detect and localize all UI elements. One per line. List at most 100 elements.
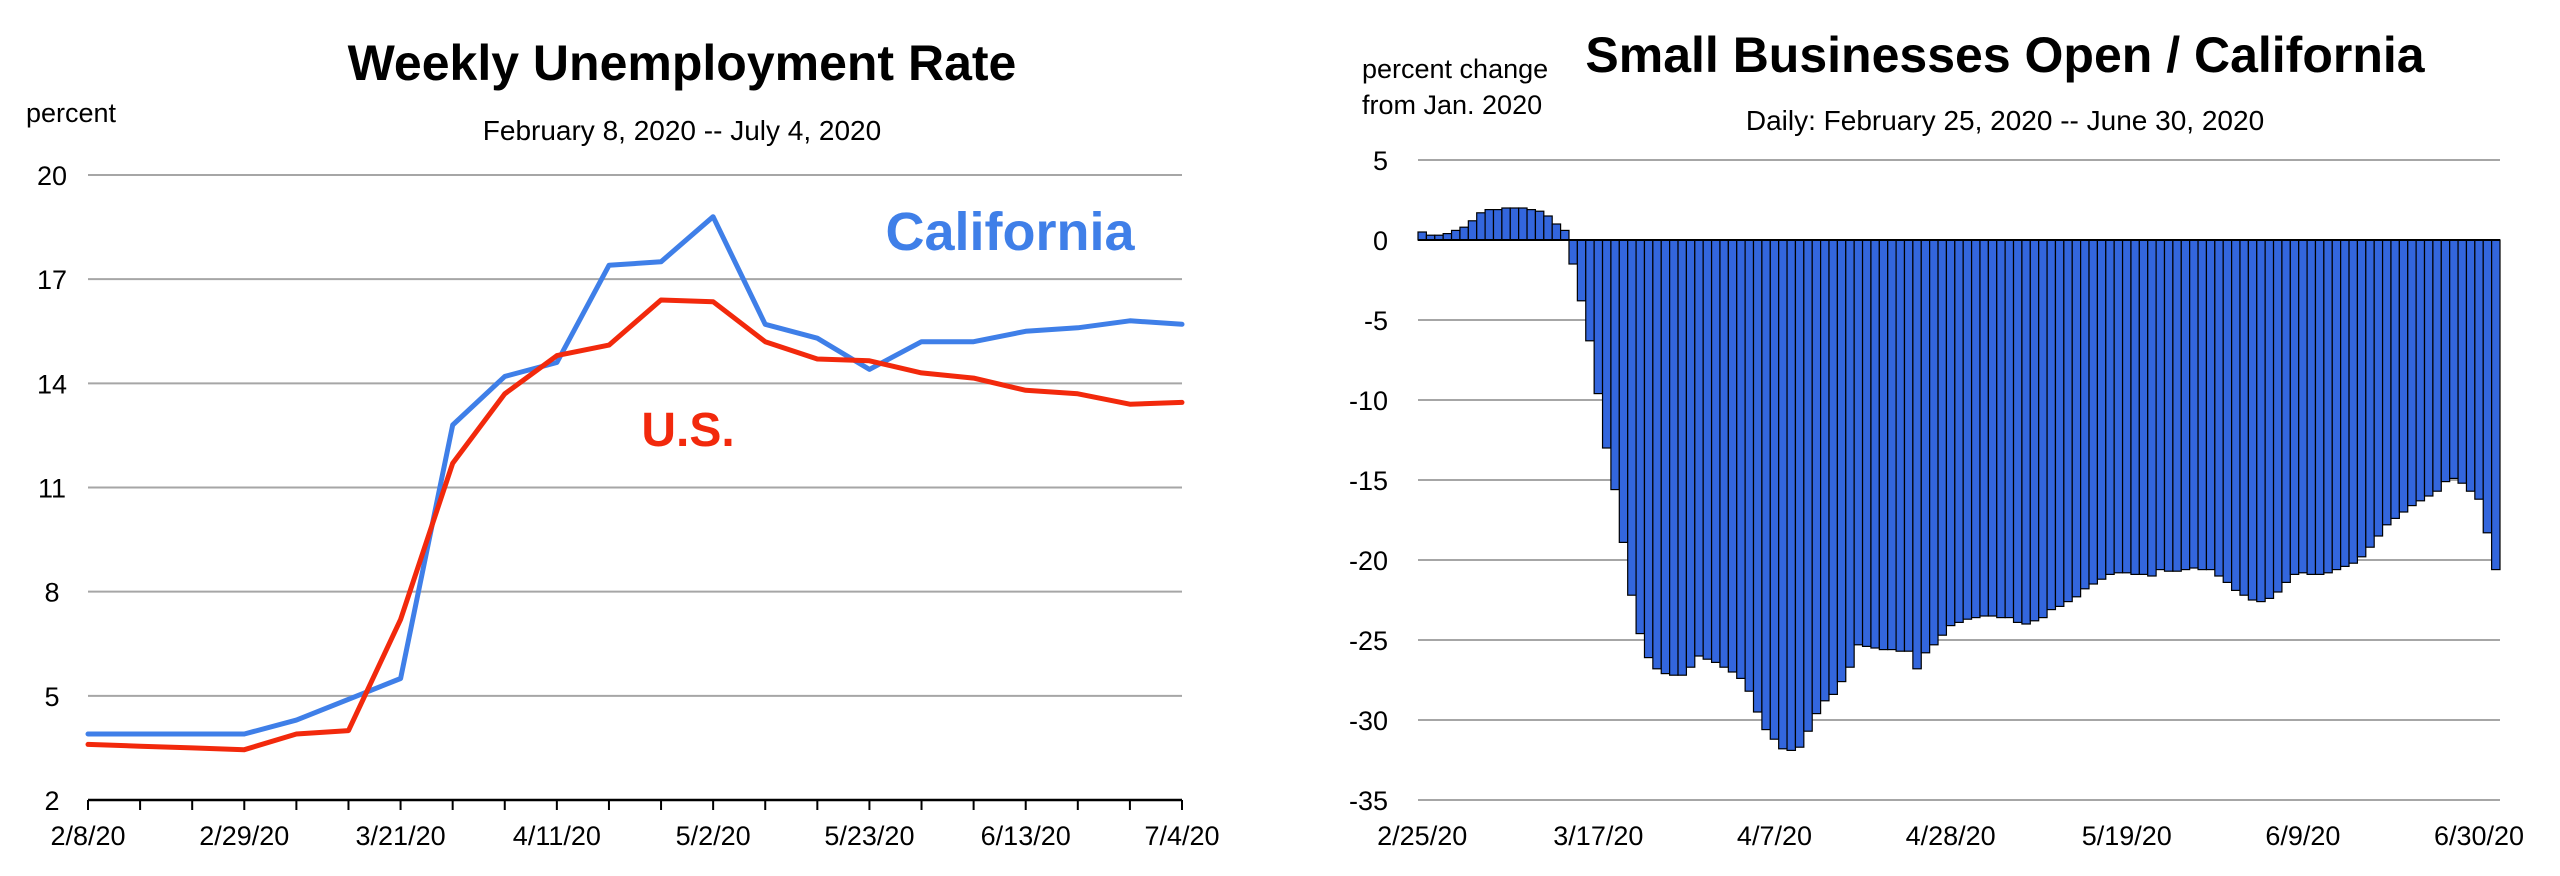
- unemployment-gridlines: [88, 174, 1182, 802]
- unemployment-y-tick-label: 20: [37, 161, 67, 191]
- small-business-bar: [1912, 239, 1922, 670]
- small-business-bar: [2071, 239, 2082, 598]
- small-business-bar: [1954, 239, 1964, 623]
- small-business-bar: [1652, 239, 1662, 670]
- california-series-label: California: [885, 202, 1135, 262]
- small-business-bar: [2407, 239, 2417, 507]
- small-business-chart-title: Small Businesses Open / California: [1585, 27, 2425, 83]
- us-line: [85, 297, 1185, 753]
- small-business-bar: [1492, 209, 1503, 241]
- small-business-bar: [1937, 239, 1948, 636]
- small-business-bar: [1920, 239, 1931, 654]
- small-business-bar: [1752, 239, 1763, 713]
- small-business-bar: [2029, 239, 2040, 622]
- small-business-bar: [1685, 239, 1696, 668]
- unemployment-x-tick-label: 7/4/20: [1144, 821, 1219, 851]
- small-business-bar: [2423, 239, 2434, 497]
- small-business-bar: [2063, 239, 2073, 603]
- small-business-bar: [1467, 220, 1478, 241]
- small-business-x-tick-label: 3/17/20: [1553, 821, 1643, 851]
- small-business-bar: [2147, 239, 2157, 577]
- small-business-y-ticks: 5 0 -5 -10 -15 -20 -25 -30 -35: [1349, 146, 1388, 816]
- unemployment-x-ticks: 2/8/20 2/29/20 3/21/20 4/11/20 5/2/20 5/23/20…: [50, 800, 1220, 851]
- small-business-bar: [2256, 239, 2266, 603]
- small-business-bar: [2482, 239, 2493, 534]
- small-business-bar: [1778, 239, 1788, 750]
- unemployment-chart: Weekly Unemployment Rate February 8, 202…: [26, 35, 1220, 851]
- small-business-bar: [1845, 239, 1855, 668]
- small-business-bar: [1970, 239, 1981, 619]
- small-business-bar: [1476, 212, 1486, 241]
- small-business-bar: [2130, 239, 2140, 575]
- small-business-bar: [2113, 239, 2124, 574]
- small-business-bar: [1677, 239, 1688, 676]
- small-business-bar: [2054, 239, 2065, 607]
- small-business-bar: [2088, 239, 2099, 585]
- small-business-bar: [1861, 239, 1872, 647]
- small-business-bar: [2314, 239, 2325, 575]
- small-business-bar: [2239, 239, 2249, 596]
- small-business-bar: [1450, 229, 1461, 241]
- small-business-bar: [1643, 239, 1654, 659]
- small-business-bar: [2247, 239, 2258, 601]
- small-business-bar: [2021, 239, 2031, 625]
- small-business-ylabel-line2: from Jan. 2020: [1362, 90, 1542, 120]
- small-business-x-tick-label: 2/25/20: [1377, 821, 1467, 851]
- small-business-bar: [1593, 239, 1604, 395]
- california-line: [85, 214, 1185, 737]
- small-business-bar: [1761, 239, 1771, 731]
- small-business-bar: [1736, 239, 1746, 679]
- small-business-bar: [2189, 239, 2199, 569]
- small-business-y-tick-label: 5: [1373, 146, 1388, 176]
- small-business-bar: [1853, 239, 1864, 646]
- unemployment-x-tick-label: 6/13/20: [981, 821, 1071, 851]
- small-business-bar: [2465, 239, 2476, 492]
- small-business-bar: [1585, 239, 1595, 342]
- small-business-bar: [1526, 209, 1537, 241]
- small-business-bar: [1803, 239, 1813, 732]
- small-business-bar: [1694, 239, 1704, 657]
- small-business-bar: [2264, 239, 2275, 599]
- small-business-bar: [2197, 239, 2208, 571]
- unemployment-y-tick-label: 17: [37, 265, 67, 295]
- unemployment-x-tick-label: 4/11/20: [513, 821, 601, 851]
- small-business-bar: [2432, 239, 2442, 492]
- small-business-bar: [1660, 239, 1671, 675]
- unemployment-y-tick-label: 8: [44, 578, 59, 608]
- small-business-bar: [1576, 239, 1587, 302]
- small-business-bar: [1635, 239, 1646, 635]
- small-business-bar: [1786, 239, 1797, 751]
- small-business-x-tick-label: 6/30/20: [2434, 821, 2524, 851]
- unemployment-y-tick-label: 2: [44, 786, 59, 816]
- small-business-ylabel-line1: percent change: [1362, 54, 1548, 84]
- small-business-bar: [1727, 239, 1738, 673]
- small-business-bar: [1518, 207, 1528, 241]
- small-business-bar: [2298, 239, 2308, 574]
- unemployment-x-tick-label: 3/21/20: [356, 821, 446, 851]
- small-business-y-tick-label: 0: [1373, 226, 1388, 256]
- unemployment-x-tick-label: 5/2/20: [676, 821, 751, 851]
- small-business-bar: [2121, 239, 2132, 574]
- small-business-bar: [1819, 239, 1830, 702]
- small-business-bar: [2440, 239, 2451, 483]
- small-business-bar: [1417, 231, 1427, 241]
- small-business-bar: [2398, 239, 2409, 513]
- small-business-bars: [1417, 207, 2501, 751]
- small-business-y-tick-label: -5: [1364, 306, 1388, 336]
- small-business-bar: [2080, 239, 2090, 590]
- small-business-y-tick-label: -30: [1349, 706, 1388, 736]
- small-business-bar: [2205, 239, 2216, 571]
- unemployment-chart-ylabel: percent: [26, 98, 117, 128]
- small-business-bar: [2046, 239, 2057, 611]
- small-business-bar: [2004, 239, 2015, 619]
- small-business-bar: [2365, 239, 2375, 548]
- small-business-bar: [1987, 239, 1998, 617]
- small-business-bar: [1929, 239, 1939, 646]
- small-business-bar: [1627, 239, 1637, 596]
- small-business-bar: [2105, 239, 2115, 575]
- small-business-bar: [1618, 239, 1629, 543]
- small-business-y-tick-label: -10: [1349, 386, 1388, 416]
- small-business-x-tick-label: 4/28/20: [1906, 821, 1996, 851]
- unemployment-y-tick-label: 5: [44, 682, 59, 712]
